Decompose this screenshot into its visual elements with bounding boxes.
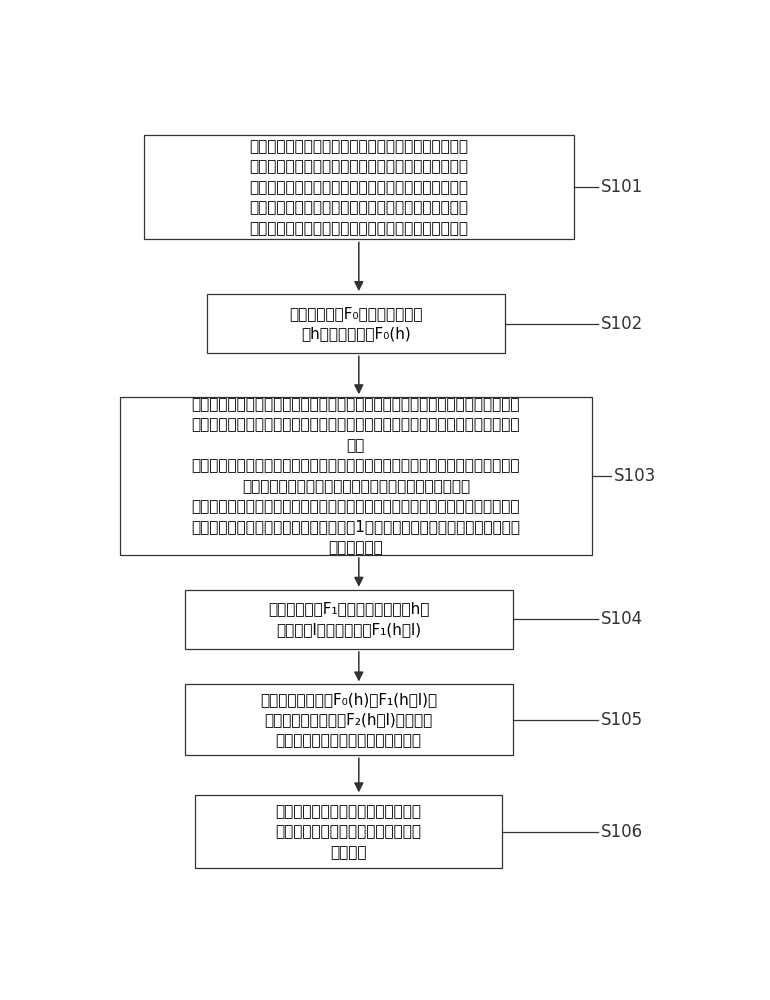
FancyBboxPatch shape <box>120 397 591 555</box>
FancyBboxPatch shape <box>185 684 513 755</box>
Text: S102: S102 <box>601 315 643 333</box>
Text: S106: S106 <box>601 823 643 841</box>
Text: S103: S103 <box>614 467 657 485</box>
Text: 获取不同三支柱绝缘子组中各三支柱绝缘子的弯曲强度，所述三支柱绝缘子组中各
三支柱绝缘子的接地嵌件表面滚花深度不同，每个所述三支柱绝缘子组中三支柱绝
缘子
的接地: 获取不同三支柱绝缘子组中各三支柱绝缘子的弯曲强度，所述三支柱绝缘子组中各 三支柱… <box>191 397 521 555</box>
Text: 根据最优的半导电胶层厚度值和滚花
深度值，进行三支柱绝缘子接地嵌件
表面处理: 根据最优的半导电胶层厚度值和滚花 深度值，进行三支柱绝缘子接地嵌件 表面处理 <box>276 804 421 860</box>
Text: 建立弯曲强度F₁与半导电胶层厚度h、
滚花深度l的映射关系为F₁(h，l): 建立弯曲强度F₁与半导电胶层厚度h、 滚花深度l的映射关系为F₁(h，l) <box>268 602 430 637</box>
Text: 获取不同接地嵌件表面半导电胶层厚度的三支柱绝缘子
的抗拉强度，所述不同接地嵌件表面半导电胶层厚度均
位于预设厚度值区间内，并按相同的预设差值递增，所
述不同接地: 获取不同接地嵌件表面半导电胶层厚度的三支柱绝缘子 的抗拉强度，所述不同接地嵌件表… <box>249 139 468 236</box>
FancyBboxPatch shape <box>195 795 502 868</box>
Text: S101: S101 <box>601 178 643 196</box>
FancyBboxPatch shape <box>185 590 513 649</box>
Text: 建立抗拉强度F₀与半导电胶层厚
度h的映射关系为F₀(h): 建立抗拉强度F₀与半导电胶层厚 度h的映射关系为F₀(h) <box>289 306 423 341</box>
FancyBboxPatch shape <box>206 294 505 353</box>
Text: S104: S104 <box>601 610 643 628</box>
Text: S105: S105 <box>601 711 643 729</box>
Text: 分别基于映射关系F₀(h)和F₁(h，l)，
建立双因子协同算法F₂(h，l)，得到最
优的半导电胶层厚度值和滚花深度值: 分别基于映射关系F₀(h)和F₁(h，l)， 建立双因子协同算法F₂(h，l)，… <box>260 692 437 748</box>
FancyBboxPatch shape <box>144 135 574 239</box>
